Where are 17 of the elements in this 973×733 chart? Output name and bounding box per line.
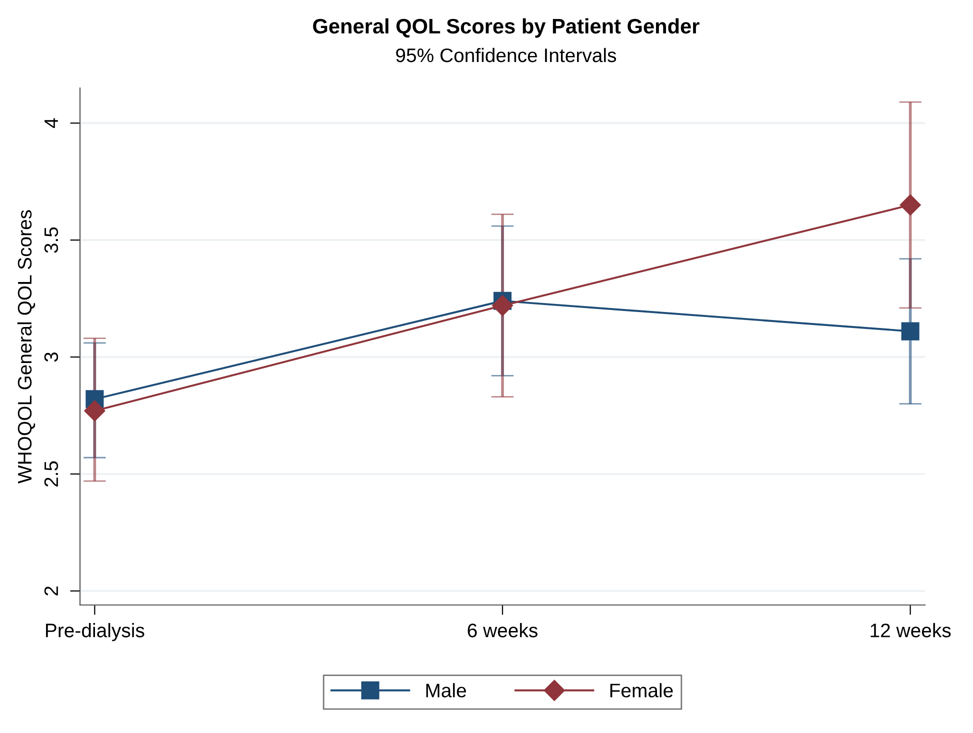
y-tick-label: 3.5 (44, 227, 58, 253)
legend-label: Male (426, 683, 466, 698)
chart-subtitle: 95% Confidence Intervals (396, 48, 616, 62)
chart-title: General QOL Scores by Patient Gender (313, 18, 700, 38)
x-tick-label: Pre-dialysis (46, 623, 144, 642)
point (900, 194, 921, 216)
y-axis-title: WHOQOL General QOL Scores (17, 210, 36, 484)
point (901, 322, 920, 340)
x-tick-label: 6 weeks (468, 623, 538, 638)
legend-label: Female (610, 683, 673, 698)
point (84, 400, 106, 422)
point (492, 295, 514, 316)
y-tick-label: 2.5 (44, 461, 58, 487)
y-tick-label: 4 (44, 118, 58, 128)
y-tick-label: 2 (44, 586, 58, 596)
x-tick-label: 12 weeks (870, 623, 951, 638)
y-tick-label: 3 (44, 352, 58, 362)
